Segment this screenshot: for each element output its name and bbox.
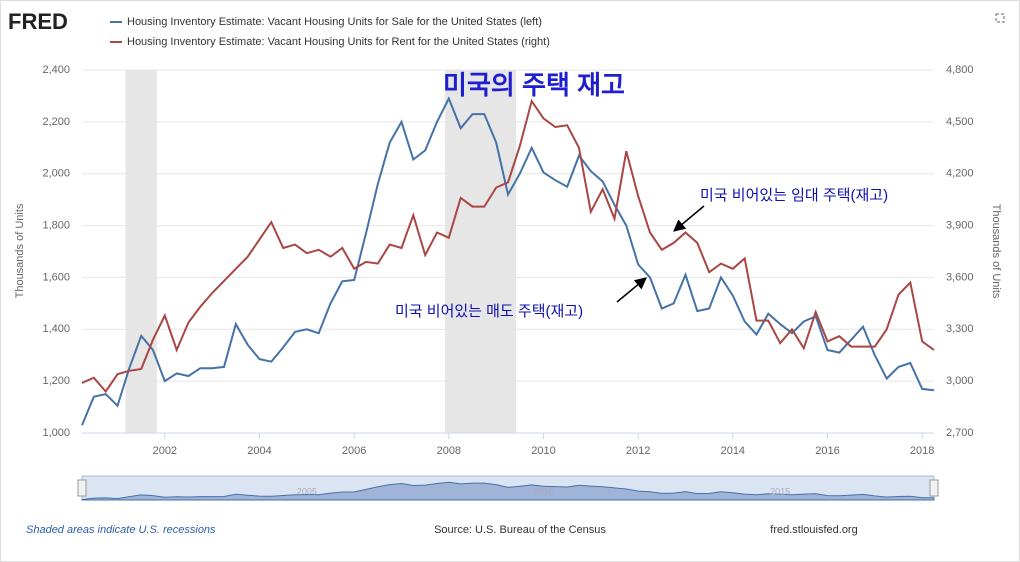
arrow — [616, 277, 647, 303]
x-tick-label: 2004 — [247, 445, 271, 457]
x-tick-label: 2018 — [910, 445, 934, 457]
x-tick-label: 2008 — [437, 445, 461, 457]
y-tick-label: 1,400 — [42, 323, 70, 335]
y2-tick-label: 4,200 — [946, 168, 974, 180]
y2-tick-label: 2,700 — [946, 427, 974, 439]
x-tick-label: 2014 — [721, 445, 745, 457]
navigator-tick-label: 2005 — [297, 486, 317, 496]
navigator-area — [81, 481, 935, 501]
y-tick-label: 2,000 — [42, 168, 70, 180]
y2-tick-label: 3,900 — [946, 219, 974, 231]
y2-tick-label: 3,300 — [946, 323, 974, 335]
y-axis-label: Thousands of Units — [14, 203, 26, 298]
y2-tick-label: 3,600 — [946, 271, 974, 283]
y-tick-label: 1,200 — [42, 375, 70, 387]
recession-note: Shaded areas indicate U.S. recessions — [26, 524, 216, 536]
x-tick-label: 2012 — [626, 445, 650, 457]
navigator-handle[interactable] — [77, 479, 87, 497]
y-tick-label: 2,200 — [42, 116, 70, 128]
y-tick-label: 1,000 — [42, 427, 70, 439]
y2-tick-label: 3,000 — [946, 375, 974, 387]
series-line — [81, 96, 935, 426]
x-tick-label: 2010 — [531, 445, 555, 457]
recession-shade — [125, 70, 157, 433]
series-line — [81, 98, 935, 394]
chart-title: 미국의 주택 재고 — [443, 70, 625, 100]
y2-tick-label: 4,500 — [946, 116, 974, 128]
fullscreen-icon[interactable] — [995, 13, 1005, 23]
x-tick-label: 2016 — [815, 445, 839, 457]
x-tick-label: 2006 — [342, 445, 366, 457]
y-tick-label: 2,400 — [42, 64, 70, 76]
navigator-tick-label: 2010 — [533, 486, 553, 496]
site: fred.stlouisfed.org — [770, 524, 857, 536]
x-tick-label: 2002 — [153, 445, 177, 457]
arrow — [673, 205, 705, 232]
recession-shade — [445, 70, 517, 433]
y-tick-label: 1,800 — [42, 219, 70, 231]
y2-tick-label: 4,800 — [946, 64, 974, 76]
navigator-handle[interactable] — [929, 479, 939, 497]
y2-axis-label: Thousands of Units — [990, 204, 1002, 299]
annotation: 미국 비어있는 매도 주택(재고) — [395, 303, 583, 320]
y-tick-label: 1,600 — [42, 271, 70, 283]
legend-label: Housing Inventory Estimate: Vacant Housi… — [127, 36, 550, 48]
legend-label: Housing Inventory Estimate: Vacant Housi… — [127, 16, 542, 28]
source: Source: U.S. Bureau of the Census — [434, 524, 606, 536]
annotation: 미국 비어있는 임대 주택(재고) — [700, 187, 888, 204]
plot: 1,000 1,200 1,400 1,600 1,800 2,000 2,200 2,400… — [42, 16, 974, 501]
logo: FRED — [8, 9, 68, 34]
navigator-tick-label: 2015 — [770, 486, 790, 496]
